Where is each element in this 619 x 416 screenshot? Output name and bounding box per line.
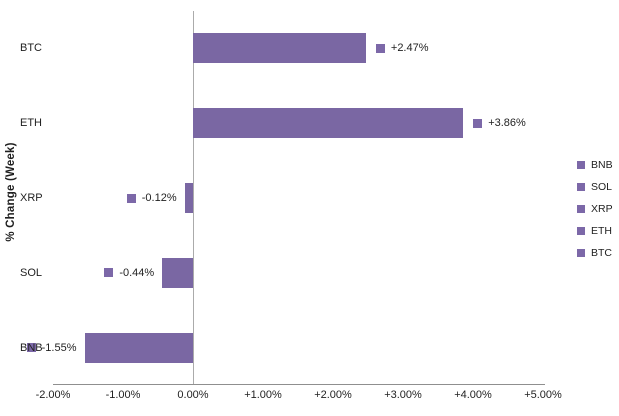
bar-btc [193, 33, 366, 64]
value-label-group: -0.44% [104, 267, 154, 279]
value-label-group: -0.12% [126, 192, 177, 204]
category-label-xrp: XRP [20, 192, 43, 204]
value-label-group: +3.86% [473, 117, 526, 129]
category-label-sol: SOL [20, 266, 43, 279]
value-marker-icon [375, 43, 385, 53]
x-tick-label: +5.00% [524, 389, 562, 401]
legend-marker-icon [577, 227, 585, 235]
category-label-btc: BTC [20, 42, 42, 55]
x-tick-label: -2.00% [35, 389, 71, 401]
value-marker-icon [26, 343, 36, 353]
legend-label: BNB [591, 159, 613, 171]
value-label: +2.47% [390, 42, 429, 55]
category-label-bnb: BNB [20, 341, 43, 354]
legend-marker-icon [577, 183, 585, 191]
bar-sol [162, 257, 193, 288]
legend-item-btc: BTC [577, 242, 613, 264]
bar-xrp [184, 183, 193, 213]
legend-marker-icon [577, 161, 585, 169]
value-label-group: +2.47% [375, 42, 429, 55]
legend-label: SOL [591, 181, 613, 193]
value-marker-icon [126, 193, 136, 203]
x-tick-label: 0.00% [177, 389, 209, 401]
value-label-group: -1.55% [26, 341, 77, 354]
value-label: -1.55% [41, 341, 77, 354]
legend: BNB SOL XRP ETH BTC [577, 154, 613, 264]
x-tick-label: +4.00% [454, 389, 492, 401]
legend-label: XRP [591, 203, 613, 215]
category-label-eth: ETH [20, 117, 42, 130]
legend-item-xrp: XRP [577, 198, 613, 220]
x-tick-label: +3.00% [384, 389, 422, 401]
x-axis-line [53, 384, 545, 385]
value-label: -0.12% [141, 192, 177, 204]
legend-marker-icon [577, 249, 585, 257]
bar-bnb [84, 332, 193, 363]
x-tick-label: +2.00% [314, 389, 352, 401]
x-tick-label: -1.00% [105, 389, 141, 401]
value-marker-icon [473, 118, 483, 128]
legend-marker-icon [577, 205, 585, 213]
zero-axis-line [192, 11, 194, 385]
legend-item-bnb: BNB [577, 154, 613, 176]
value-label: +3.86% [488, 117, 526, 130]
legend-label: BTC [591, 247, 612, 259]
x-tick-label: +1.00% [244, 389, 282, 401]
value-marker-icon [104, 268, 114, 278]
legend-label: ETH [591, 225, 612, 237]
bar-eth [193, 108, 464, 139]
value-label: -0.44% [119, 266, 155, 279]
legend-item-sol: SOL [577, 176, 613, 198]
legend-item-eth: ETH [577, 220, 613, 242]
